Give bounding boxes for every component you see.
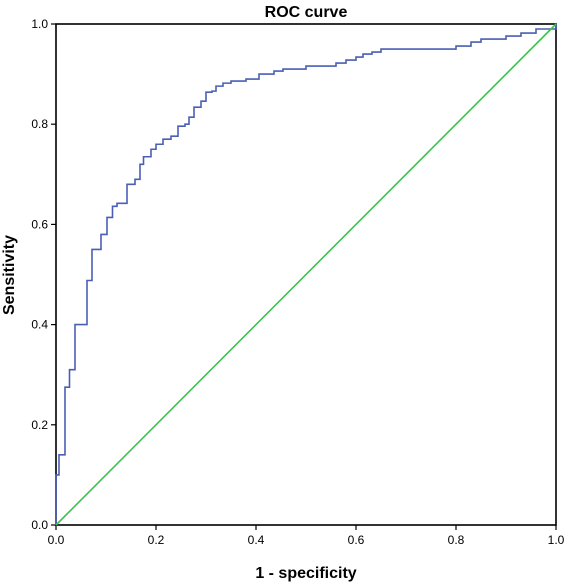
x-tick-label: 0.8 [448, 533, 465, 547]
x-tick-label: 1.0 [548, 533, 565, 547]
y-tick-label: 0.0 [31, 518, 48, 532]
y-axis-title: Sensitivity [1, 235, 18, 315]
x-tick-label: 0.4 [248, 533, 265, 547]
roc-curve-line [55, 24, 557, 525]
y-tick-label: 0.2 [31, 418, 48, 432]
x-tick-label: 0.0 [48, 533, 65, 547]
y-tick-label: 1.0 [31, 17, 48, 31]
y-tick-label: 0.6 [31, 217, 48, 231]
chart-title: ROC curve [265, 4, 348, 21]
x-tick-label: 0.6 [348, 533, 365, 547]
y-tick-label: 0.4 [31, 318, 48, 332]
y-tick-label: 0.8 [31, 117, 48, 131]
reference-diagonal-line [55, 23, 557, 526]
x-axis-title: 1 - specificity [255, 565, 356, 582]
plot-frame [55, 23, 557, 526]
plot-layer: 0.0 0.2 0.4 0.6 0.8 1.0 0.0 0.2 0.4 0.6 0.8 1.0 [31, 17, 564, 547]
x-tick-label: 0.2 [148, 533, 165, 547]
